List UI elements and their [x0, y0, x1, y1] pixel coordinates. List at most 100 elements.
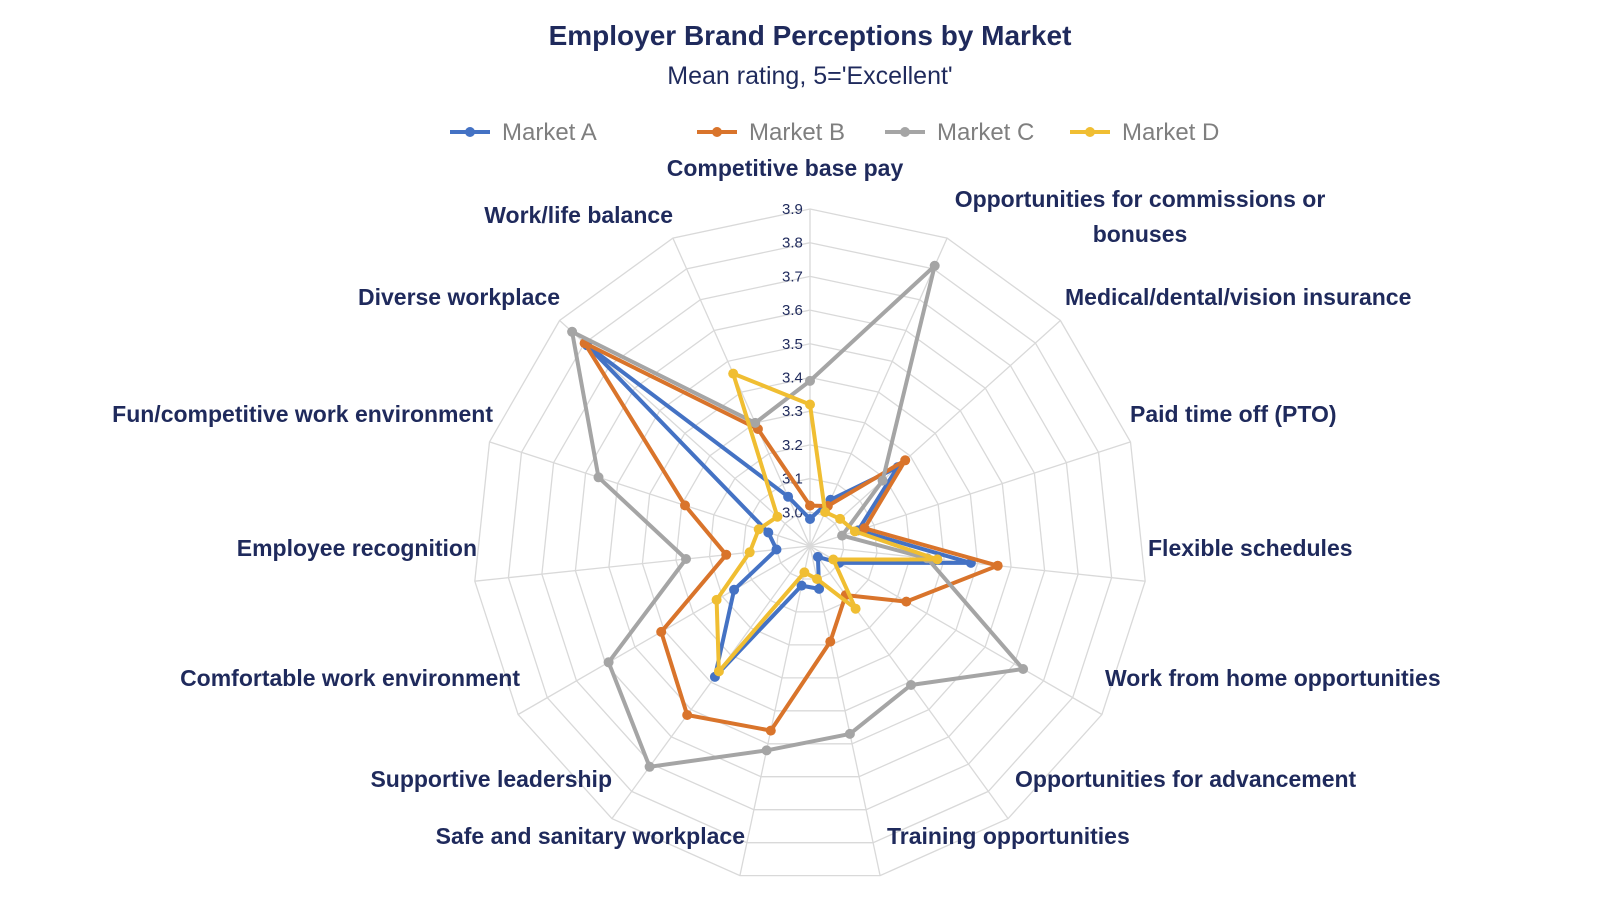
grid-spoke	[809, 545, 1103, 716]
legend: Market A Market B Market C Market D	[450, 119, 1219, 146]
data-point	[593, 472, 604, 483]
series-line	[714, 371, 940, 674]
grid-spoke	[809, 237, 948, 547]
tick-label: 3.9	[782, 201, 803, 218]
tick-label: 3.8	[782, 235, 803, 252]
legend-label: Market C	[937, 119, 1034, 146]
legend-label: Market B	[749, 119, 845, 146]
tick-label: 3.5	[782, 336, 803, 353]
legend-marker	[1085, 127, 1095, 137]
tick-label: 3.6	[782, 302, 803, 319]
category-label: Diverse workplace	[358, 284, 560, 310]
grid-ring	[708, 444, 912, 646]
data-point	[901, 596, 912, 607]
data-point	[992, 560, 1003, 571]
data-point	[932, 554, 943, 565]
grid-spoke	[611, 545, 811, 819]
data-point	[680, 500, 690, 511]
category-label: Medical/dental/vision insurance	[1065, 284, 1411, 310]
data-point	[1018, 664, 1029, 674]
series-layer	[567, 260, 1029, 772]
data-point	[900, 455, 911, 466]
data-point	[835, 513, 846, 524]
series-line	[570, 263, 1026, 769]
chart-subtitle: Mean rating, 5='Excellent'	[667, 62, 952, 90]
grid-ring	[474, 208, 1146, 877]
data-point	[753, 524, 764, 535]
grid-spoke	[809, 545, 1146, 582]
category-label: Work/life balance	[484, 202, 673, 228]
data-point	[750, 417, 761, 428]
grid-ring	[675, 410, 945, 679]
data-point	[783, 491, 794, 502]
category-label: Supportive leadership	[370, 766, 612, 792]
category-label: Opportunities for commissions or bonuses	[955, 186, 1326, 247]
tick-label: 3.4	[782, 370, 803, 387]
data-point	[837, 530, 848, 541]
grid-ring	[507, 242, 1113, 844]
grid-spoke	[809, 320, 1061, 547]
data-point	[772, 511, 783, 522]
chart-title: Employer Brand Perceptions by Market	[549, 20, 1072, 51]
series-line	[582, 341, 1000, 733]
data-point	[567, 326, 578, 337]
legend-label: Market D	[1122, 119, 1219, 146]
category-label: Fun/competitive work environment	[112, 401, 493, 427]
category-label: Flexible schedules	[1148, 535, 1353, 561]
legend-label: Market A	[502, 119, 597, 146]
data-point	[812, 574, 822, 584]
data-point	[681, 554, 691, 564]
grid-ring	[574, 309, 1046, 778]
data-point	[859, 523, 870, 534]
grid-ring	[775, 511, 845, 580]
data-point	[849, 526, 860, 537]
data-point	[906, 680, 916, 690]
category-labels: Competitive base pay Opportunities for co…	[112, 155, 1440, 849]
data-point	[728, 368, 739, 379]
legend-marker	[712, 127, 722, 137]
radial-axis-ticks: 3.03.13.23.33.43.53.63.73.83.9	[782, 201, 803, 521]
data-point	[603, 657, 614, 668]
data-point	[713, 666, 724, 677]
data-point	[820, 507, 831, 518]
data-point	[812, 551, 823, 562]
data-point	[711, 594, 722, 605]
category-label: Paid time off (PTO)	[1130, 401, 1337, 427]
category-label: Safe and sanitary workplace	[436, 823, 745, 849]
series-line	[585, 343, 973, 679]
data-point	[799, 567, 810, 578]
data-point	[805, 399, 815, 410]
grid-ring	[641, 376, 979, 712]
category-label: Training opportunities	[887, 823, 1130, 849]
data-point	[644, 761, 655, 772]
data-point	[805, 514, 815, 524]
category-label: Competitive base pay	[667, 155, 904, 181]
data-point	[850, 603, 861, 614]
data-point	[844, 728, 855, 739]
data-point	[805, 375, 815, 386]
data-point	[682, 710, 693, 720]
tick-label: 3.3	[782, 403, 803, 420]
category-label: Work from home opportunities	[1105, 665, 1441, 691]
category-label: Opportunities for advancement	[1015, 766, 1357, 792]
data-point	[721, 549, 732, 560]
data-point	[814, 583, 825, 594]
category-label: Employee recognition	[237, 535, 477, 561]
data-point	[761, 745, 772, 756]
data-point	[929, 260, 940, 271]
grid-ring	[541, 275, 1079, 811]
data-point	[765, 725, 776, 736]
grid-spoke	[739, 545, 811, 876]
data-point	[744, 547, 755, 558]
tick-label: 3.2	[782, 437, 803, 454]
category-label: Comfortable work environment	[180, 665, 520, 691]
data-point	[825, 636, 836, 647]
legend-marker	[465, 127, 475, 137]
tick-label: 3.7	[782, 268, 803, 285]
data-point	[763, 527, 774, 538]
data-point	[656, 626, 667, 637]
legend-marker	[900, 127, 910, 137]
grid-spoke	[809, 545, 881, 876]
data-point	[729, 584, 740, 595]
